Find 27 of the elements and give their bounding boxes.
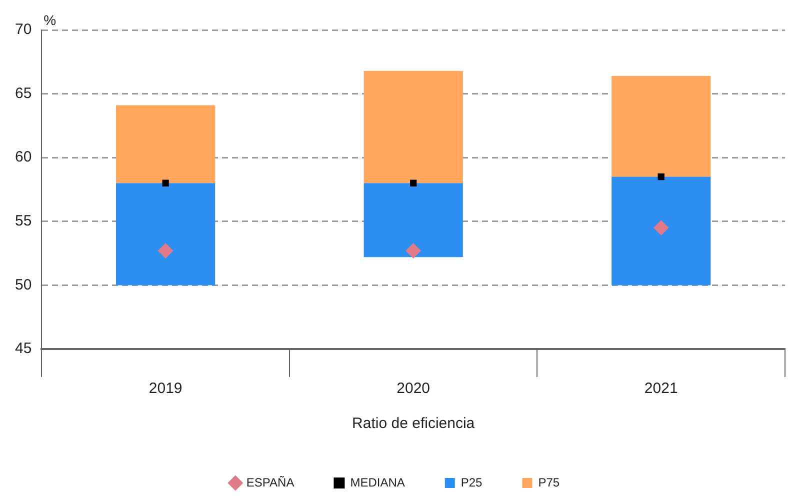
bar [612,76,711,177]
y-tick-label: 70 [14,21,32,38]
y-axis-title: % [44,12,56,28]
y-tick-label: 50 [14,276,32,294]
point [406,243,421,258]
bar [116,183,216,286]
bar [364,70,463,184]
y-tick-label: 65 [14,84,32,102]
legend-label: P25 [460,475,483,490]
bar [364,183,463,258]
point [658,173,664,180]
point [158,243,174,258]
y-tick-label: 45 [14,340,32,358]
x-axis-title: Ratio de eficiencia [352,415,476,432]
point [654,220,669,236]
x-tick-label: 2019 [148,380,182,398]
point [410,180,417,186]
legend-label: P75 [538,475,560,490]
bar [116,105,216,184]
x-tick-label: 2020 [396,380,430,398]
legend-label: ESPAÑA [246,475,294,490]
x-tick-label: 2021 [644,380,678,398]
y-tick-label: 55 [14,212,32,230]
bar [612,176,711,286]
legend-label: MEDIANA [350,475,405,490]
point [162,180,169,186]
y-tick-label: 60 [14,148,32,166]
